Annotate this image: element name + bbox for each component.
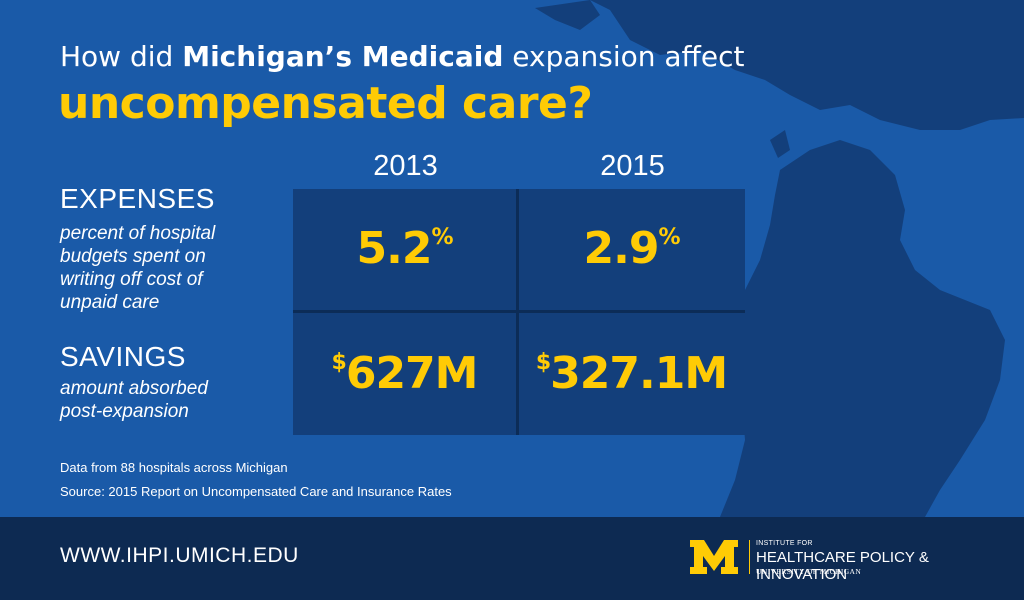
table-divider-horizontal — [293, 310, 745, 313]
savings-desc-line: post-expansion — [60, 401, 189, 422]
value-main: 5.2 — [356, 223, 433, 274]
expenses-desc-line: percent of hospital — [60, 223, 216, 244]
data-note: Data from 88 hospitals across Michigan — [60, 460, 288, 475]
expenses-desc-line: writing off cost of — [60, 269, 203, 290]
value-main: 327.1M — [550, 348, 728, 399]
expenses-desc-line: budgets spent on — [60, 246, 206, 267]
savings-heading: SAVINGS — [60, 341, 186, 372]
title-line-2: uncompensated care? — [58, 78, 593, 129]
logo-small-text: INSTITUTE FOR — [756, 540, 813, 547]
title-bold: Michigan’s Medicaid — [182, 40, 504, 73]
logo-divider — [749, 540, 750, 574]
expenses-2015-value: 2.9% — [520, 223, 743, 274]
source-note: Source: 2015 Report on Uncompensated Car… — [60, 484, 452, 499]
value-prefix: $ — [331, 350, 347, 375]
logo-university-name: UNIVERSITY OF MICHIGAN — [756, 567, 862, 576]
block-m-logo-icon — [690, 540, 738, 574]
title-pre: How did — [60, 40, 183, 73]
value-main: 627M — [345, 348, 479, 399]
year-2015: 2015 — [600, 150, 665, 182]
savings-description: amount absorbed post-expansion — [60, 377, 208, 423]
title-line-1: How did Michigan’s Medicaid expansion af… — [60, 40, 744, 73]
expenses-description: percent of hospital budgets spent on wri… — [60, 222, 215, 314]
savings-2013-value: $627M — [293, 348, 516, 399]
title-post: expansion affect — [503, 40, 745, 73]
value-suffix: % — [658, 225, 680, 250]
savings-desc-line: amount absorbed — [60, 378, 208, 399]
savings-2015-value: $327.1M — [520, 348, 743, 399]
logo-institute-name: HEALTHCARE POLICY & INNOVATION — [756, 549, 929, 583]
expenses-2013-value: 5.2% — [293, 223, 516, 274]
footer-bar — [0, 517, 1024, 600]
expenses-heading: EXPENSES — [60, 183, 215, 214]
year-2013: 2013 — [373, 150, 438, 182]
value-main: 2.9 — [583, 223, 660, 274]
website-link[interactable]: WWW.IHPI.UMICH.EDU — [60, 544, 299, 567]
value-prefix: $ — [535, 350, 551, 375]
expenses-desc-line: unpaid care — [60, 292, 160, 313]
value-suffix: % — [431, 225, 453, 250]
